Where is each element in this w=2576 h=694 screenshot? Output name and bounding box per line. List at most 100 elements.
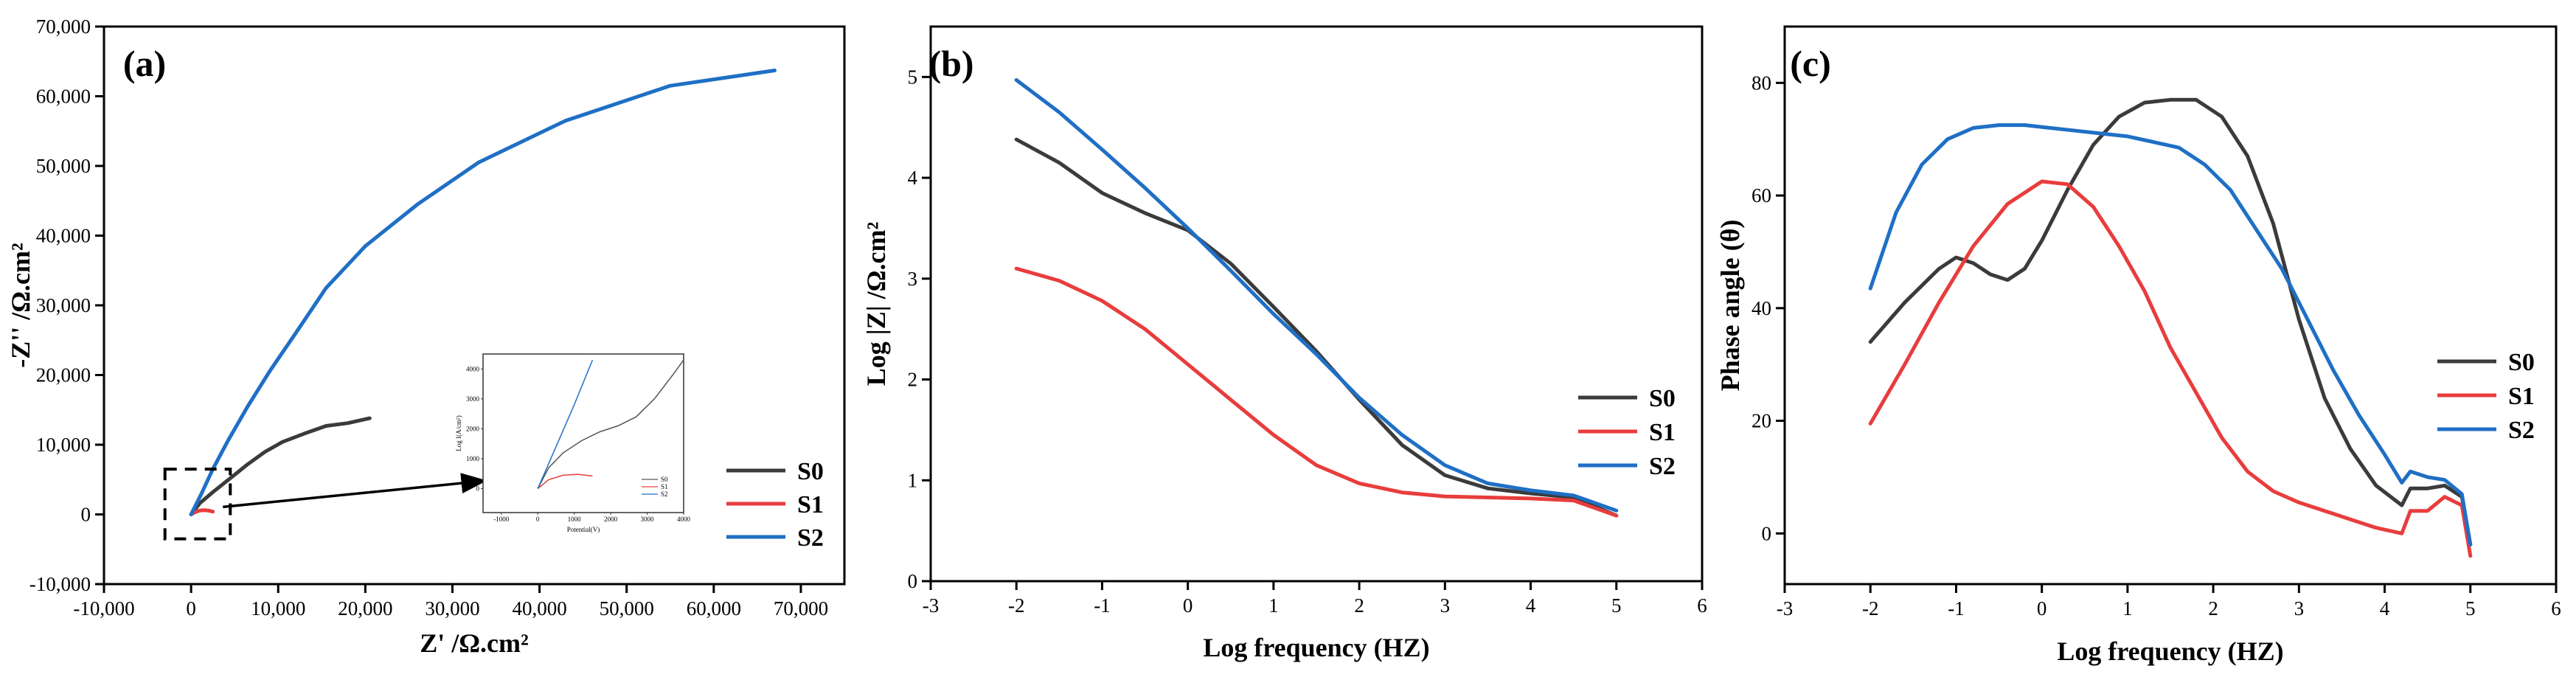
x-tick-label: 2	[1354, 594, 1364, 617]
x-tick-label: 1	[1268, 594, 1279, 617]
x-tick-label: -1	[1948, 597, 1965, 620]
y-axis-label: -Z'' /Ω.cm²	[6, 243, 35, 368]
chart-a: -10,000 0 10,000 20,000 30,000 40,000 50,000 60…	[6, 15, 846, 658]
x-tick-label: 3	[1440, 594, 1451, 617]
x-tick-label: 40,000	[512, 597, 566, 620]
x-tick-label: 0	[186, 597, 196, 620]
panel-label: (b)	[928, 43, 973, 84]
inset-x-tick-label: 4000	[677, 516, 691, 523]
legend-label-s2: S2	[1649, 453, 1676, 480]
series-line-s1	[1014, 266, 1619, 518]
x-tick-label: 20,000	[338, 597, 392, 620]
plot-frame	[1783, 25, 2558, 586]
x-axis-label: Log frequency (HZ)	[1203, 633, 1429, 662]
plot-frame	[929, 25, 1704, 583]
x-tick-label: 50,000	[600, 597, 654, 620]
y-axis-label: Phase angle (θ)	[1715, 220, 1745, 392]
legend-label-s1: S1	[797, 491, 824, 518]
y-tick-label: 0	[1762, 522, 1772, 544]
series-line-s0	[189, 416, 372, 516]
inset-y-tick-label: 0	[476, 485, 480, 493]
y-tick-label: 50,000	[36, 155, 91, 177]
inset-x-tick-label: 2000	[604, 516, 618, 523]
panel-label: (a)	[123, 43, 166, 84]
series-line-s0	[1014, 137, 1619, 518]
inset-y-axis-label: Log I(A/cm²)	[455, 415, 462, 451]
legend-label-s1: S1	[1649, 419, 1676, 446]
x-tick-label: 70,000	[774, 597, 828, 620]
y-tick-label: 3	[908, 268, 918, 290]
x-tick-label: 2	[2208, 597, 2218, 620]
inset-y-tick-label: 4000	[466, 365, 480, 372]
y-tick-label: 60	[1752, 184, 1771, 207]
y-tick-label: 5	[908, 66, 918, 88]
inset-y-tick-label: 3000	[466, 395, 480, 403]
x-tick-label: 4	[1526, 594, 1536, 617]
x-tick-label: 6	[2551, 597, 2561, 620]
y-tick-label: 40,000	[36, 225, 91, 247]
legend-label-s0: S0	[2508, 349, 2535, 376]
legend-label-s1: S1	[2508, 383, 2535, 410]
y-tick-label: 20,000	[36, 364, 91, 386]
y-tick-label: 0	[908, 570, 918, 592]
y-tick-label: 40	[1752, 297, 1771, 319]
inset-legend-label: S1	[661, 483, 668, 490]
plot-frame	[103, 25, 846, 586]
y-tick-label: -10,000	[29, 573, 91, 595]
inset-chart: -1000 0 1000 2000 3000 4000 0 1000 2000 3000 4000 P…	[455, 353, 691, 533]
series-line-s1	[1868, 179, 2473, 558]
x-tick-label: -1	[1094, 594, 1111, 617]
inset-x-tick-label: 1000	[568, 516, 582, 523]
y-axis-label: Log |Z| /Ω.cm²	[861, 222, 891, 386]
series-line-s0	[1868, 97, 2473, 546]
legend-label-s2: S2	[2508, 417, 2535, 444]
inset-y-tick-label: 2000	[466, 425, 480, 432]
x-tick-label: 5	[2465, 597, 2476, 620]
inset-x-axis-label: Potential(V)	[567, 526, 600, 533]
x-tick-label: 10,000	[251, 597, 305, 620]
inset-legend-label: S2	[661, 490, 668, 498]
y-tick-label: 0	[81, 504, 91, 526]
zoom-box	[163, 468, 232, 541]
legend-label-s0: S0	[1649, 385, 1676, 412]
x-tick-label: -2	[1862, 597, 1879, 620]
series-line-s2	[189, 69, 777, 516]
y-tick-label: 20	[1752, 410, 1771, 432]
x-tick-label: -2	[1008, 594, 1025, 617]
legend-label-s2: S2	[797, 524, 824, 552]
inset-frame	[482, 353, 684, 513]
panel-label: (c)	[1790, 43, 1831, 84]
y-tick-label: 70,000	[36, 15, 91, 38]
x-tick-label: 30,000	[425, 597, 479, 620]
legend-label-s0: S0	[797, 458, 824, 485]
series-line-s2	[1014, 78, 1619, 513]
y-tick-label: 10,000	[36, 434, 91, 456]
y-tick-label: 30,000	[36, 294, 91, 316]
y-tick-label: 60,000	[36, 86, 91, 108]
x-axis-label: Z' /Ω.cm²	[420, 628, 529, 658]
inset-series-s2	[537, 359, 594, 489]
x-tick-label: 4	[2380, 597, 2390, 620]
x-tick-label: 6	[1697, 594, 1707, 617]
series-line-s2	[1868, 123, 2473, 546]
y-tick-label: 4	[908, 167, 918, 189]
y-tick-label: 80	[1752, 72, 1771, 94]
inset-y-tick-label: 1000	[466, 455, 480, 462]
inset-legend-label: S0	[661, 476, 668, 483]
x-tick-label: 5	[1611, 594, 1622, 617]
inset-x-tick-label: 3000	[641, 516, 655, 523]
x-axis-label: Log frequency (HZ)	[2057, 636, 2283, 666]
zoom-arrow	[223, 473, 487, 509]
y-tick-label: 1	[908, 469, 918, 491]
inset-series-s0	[537, 359, 684, 489]
x-tick-label: -3	[1777, 597, 1794, 620]
x-tick-label: -3	[923, 594, 940, 617]
inset-x-tick-label: -1000	[493, 516, 509, 523]
x-tick-label: 0	[2037, 597, 2047, 620]
x-tick-label: 1	[2122, 597, 2133, 620]
x-tick-label: 3	[2294, 597, 2305, 620]
x-tick-label: 60,000	[687, 597, 741, 620]
chart-b: -3 -2 -1 0 1 2 3 4 5 6 0 1 2 3 4 5 Log frequency (HZ) Log…	[861, 25, 1707, 662]
